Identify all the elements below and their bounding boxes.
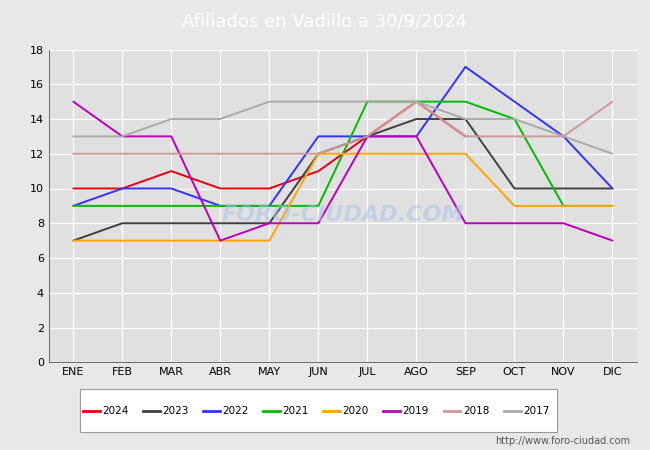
Text: 2021: 2021 [282,405,309,416]
Text: 2017: 2017 [523,405,549,416]
Text: 2024: 2024 [102,405,129,416]
Text: 2022: 2022 [222,405,249,416]
Text: FORO-CIUDAD.COM: FORO-CIUDAD.COM [222,205,464,225]
Text: http://www.foro-ciudad.com: http://www.foro-ciudad.com [495,436,630,446]
FancyBboxPatch shape [81,389,556,432]
Text: 2020: 2020 [343,405,369,416]
Text: 2018: 2018 [463,405,489,416]
Text: 2023: 2023 [162,405,188,416]
Text: 2019: 2019 [403,405,429,416]
Text: Afiliados en Vadillo a 30/9/2024: Afiliados en Vadillo a 30/9/2024 [183,13,467,31]
